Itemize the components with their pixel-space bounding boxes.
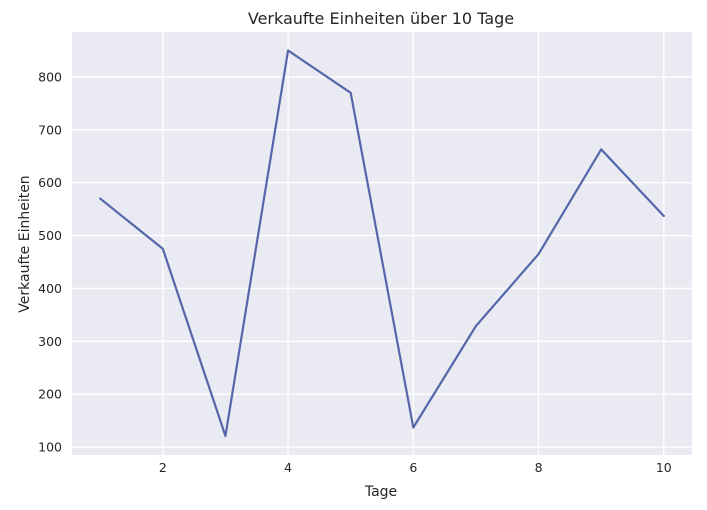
- y-tick-label: 200: [38, 387, 62, 402]
- plot-area: [72, 32, 692, 455]
- x-tick-label: 2: [159, 460, 167, 475]
- chart-title: Verkaufte Einheiten über 10 Tage: [248, 9, 514, 28]
- x-tick-label: 10: [656, 460, 672, 475]
- series-layer: [99, 49, 665, 438]
- y-tick-label: 800: [38, 69, 62, 84]
- y-tick-label: 300: [38, 334, 62, 349]
- y-tick-label: 700: [38, 122, 62, 137]
- x-axis-label: Tage: [364, 484, 397, 500]
- x-tick-label: 4: [284, 460, 292, 475]
- y-tick-label: 100: [38, 440, 62, 455]
- y-axis-ticks: 100 200 300 400 500 600 700 800: [38, 69, 62, 454]
- x-tick-label: 6: [409, 460, 417, 475]
- series-line: [99, 49, 665, 438]
- y-tick-label: 400: [38, 281, 62, 296]
- x-tick-label: 8: [535, 460, 543, 475]
- y-tick-label: 500: [38, 228, 62, 243]
- y-axis-label: Verkaufte Einheiten: [17, 175, 33, 312]
- grid-layer: [72, 32, 692, 455]
- x-axis-ticks: 2 4 6 8 10: [159, 460, 672, 475]
- y-tick-label: 600: [38, 175, 62, 190]
